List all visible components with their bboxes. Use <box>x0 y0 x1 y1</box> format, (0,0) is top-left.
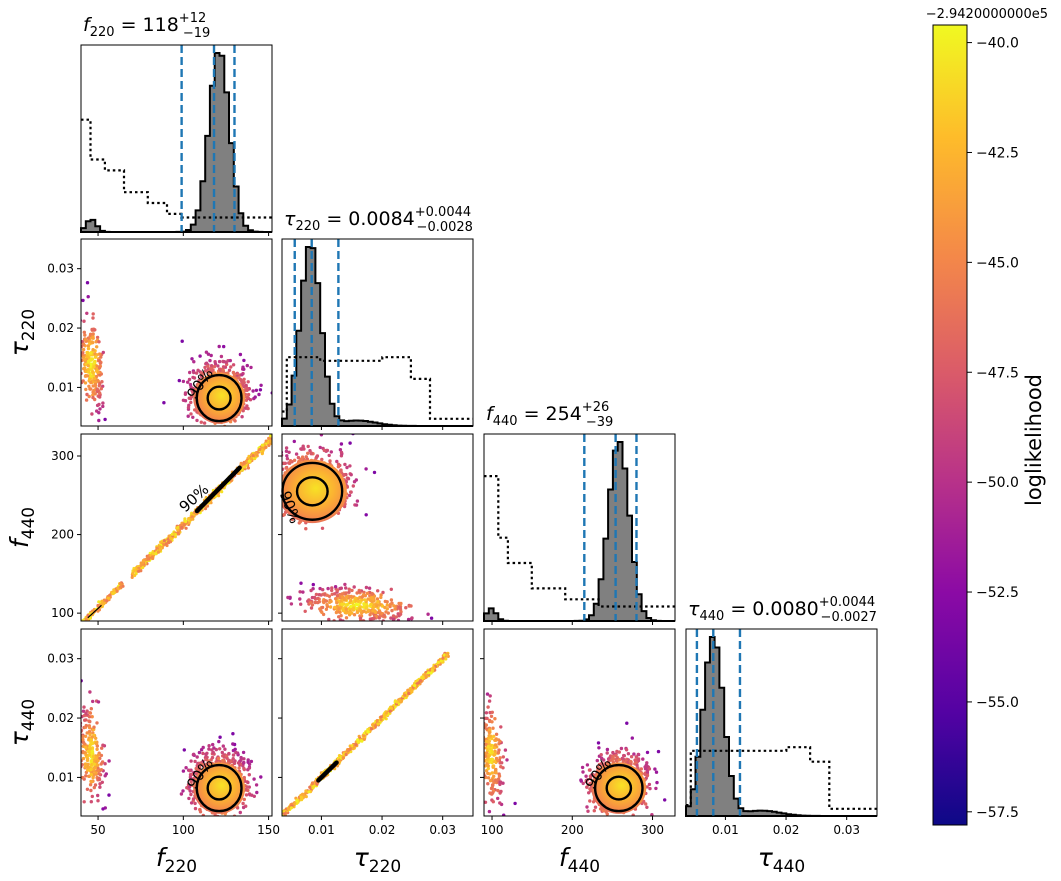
prior-histogram <box>686 746 877 810</box>
scatter-panel-tau_440-vs-f_440: 90% <box>483 628 676 817</box>
panel-frame <box>483 433 676 622</box>
y-tick-label-f_440: 200 <box>51 528 74 542</box>
x-axis-label-tau_220: τ220 <box>354 843 402 877</box>
colorbar-tick-label: −50.0 <box>976 475 1019 491</box>
contour-90 <box>195 373 243 423</box>
scatter-panel-tau_220-vs-f_220: 90% <box>80 238 273 427</box>
scatter-panel-f_440-vs-f_220: 90% <box>80 433 273 622</box>
panel-frame <box>80 433 273 622</box>
x-tick-label-tau_440: 0.03 <box>833 823 860 837</box>
x-tick-label-tau_440: 0.01 <box>712 823 739 837</box>
x-tick-label-tau_220: 0.03 <box>429 823 456 837</box>
scatter-panel-tau_440-vs-f_220: 90% <box>80 628 273 817</box>
histogram-panel-tau_220: τ220 = 0.0084+0.0044 −0.0028 <box>281 205 474 427</box>
colorbar-tick-label: −40.0 <box>976 36 1019 52</box>
colorbar-tick-label: −55.0 <box>976 695 1019 711</box>
colorbar-tick-label: −45.0 <box>976 255 1019 271</box>
scatter-panel-f_440-vs-tau_220: 90% <box>276 433 474 622</box>
y-tick-label-tau_220: 0.03 <box>47 262 74 276</box>
x-tick-label-f_440: 300 <box>641 823 664 837</box>
panel-title-tau_440: τ440 = 0.0080+0.0044 −0.0027 <box>688 595 877 625</box>
contour-90 <box>593 763 644 813</box>
scatter-points <box>81 281 272 426</box>
density-core <box>591 762 647 814</box>
colorbar-offset-text: −2.9420000000e5 <box>926 7 1048 22</box>
y-tick-label-tau_220: 0.01 <box>47 380 74 394</box>
panel-frame <box>685 628 878 817</box>
scatter-panel-tau_440-vs-tau_220 <box>281 628 474 817</box>
panel-bg <box>81 45 272 232</box>
x-tick-label-tau_220: 0.02 <box>369 823 396 837</box>
prior-histogram <box>282 356 473 420</box>
panel-frame <box>80 238 273 427</box>
x-axis-label-f_440: f440 <box>559 843 600 877</box>
colorbar-tick-label: −47.5 <box>976 365 1019 381</box>
panel-frame <box>281 238 474 427</box>
panel-title-f_440: f440 = 254+26 −39 <box>486 400 613 430</box>
contour-90 <box>194 465 242 514</box>
histogram-panel-f_220: f220 = 118+12 −19 <box>80 11 273 233</box>
scatter-points <box>81 679 263 816</box>
contour-50 <box>206 775 232 801</box>
panel-bg <box>484 434 675 621</box>
histogram-panel-f_440: f440 = 254+26 −39 <box>483 400 676 622</box>
y-tick-label-f_440: 300 <box>51 449 74 463</box>
panel-frame <box>281 433 474 622</box>
panel-frame <box>80 44 273 233</box>
y-tick-label-tau_440: 0.02 <box>47 711 74 725</box>
contour-small <box>87 604 102 619</box>
x-tick-label-tau_220: 0.01 <box>308 823 335 837</box>
y-tick-label-tau_220: 0.02 <box>47 321 74 335</box>
x-tick-label-f_440: 100 <box>481 823 504 837</box>
contour-90 <box>195 763 243 813</box>
colorbar-tick-label: −57.5 <box>976 805 1019 821</box>
colorbar-tick-label: −42.5 <box>976 145 1019 161</box>
contour-90 <box>316 760 339 783</box>
y-axis-label-tau_440: τ440 <box>5 699 39 747</box>
prior-histogram <box>81 118 272 219</box>
y-axis-label-f_440: f440 <box>5 507 39 548</box>
x-tick-label-tau_440: 0.02 <box>773 823 800 837</box>
y-axis-label-tau_220: τ220 <box>5 309 39 357</box>
colorbar-label: loglikelihood <box>1022 374 1046 506</box>
panel-frame <box>80 628 273 817</box>
x-tick-label-f_440: 200 <box>561 823 584 837</box>
density-core <box>282 459 347 524</box>
x-axis-label-f_220: f220 <box>156 843 197 877</box>
contour-50 <box>206 385 232 411</box>
contour-50 <box>605 775 633 801</box>
contour-50 <box>295 476 329 507</box>
y-tick-label-tau_440: 0.03 <box>47 652 74 666</box>
panel-title-tau_220: τ220 = 0.0084+0.0044 −0.0028 <box>284 205 473 235</box>
x-axis-label-tau_440: τ440 <box>758 843 806 877</box>
colorbar-tick-label: −52.5 <box>976 585 1019 601</box>
panel-title-f_220: f220 = 118+12 −19 <box>83 11 210 41</box>
x-tick-label-f_220: 100 <box>172 823 195 837</box>
panel-frame <box>483 628 676 817</box>
y-tick-label-tau_440: 0.01 <box>47 770 74 784</box>
histogram-panel-tau_440: τ440 = 0.0080+0.0044 −0.0027 <box>685 595 878 817</box>
density-core <box>193 372 246 424</box>
x-tick-label-f_220: 50 <box>90 823 105 837</box>
density-core <box>193 762 246 814</box>
x-tick-label-f_220: 150 <box>257 823 280 837</box>
panel-frame <box>281 628 474 817</box>
y-tick-label-f_440: 100 <box>51 606 74 620</box>
colorbar <box>932 24 968 826</box>
